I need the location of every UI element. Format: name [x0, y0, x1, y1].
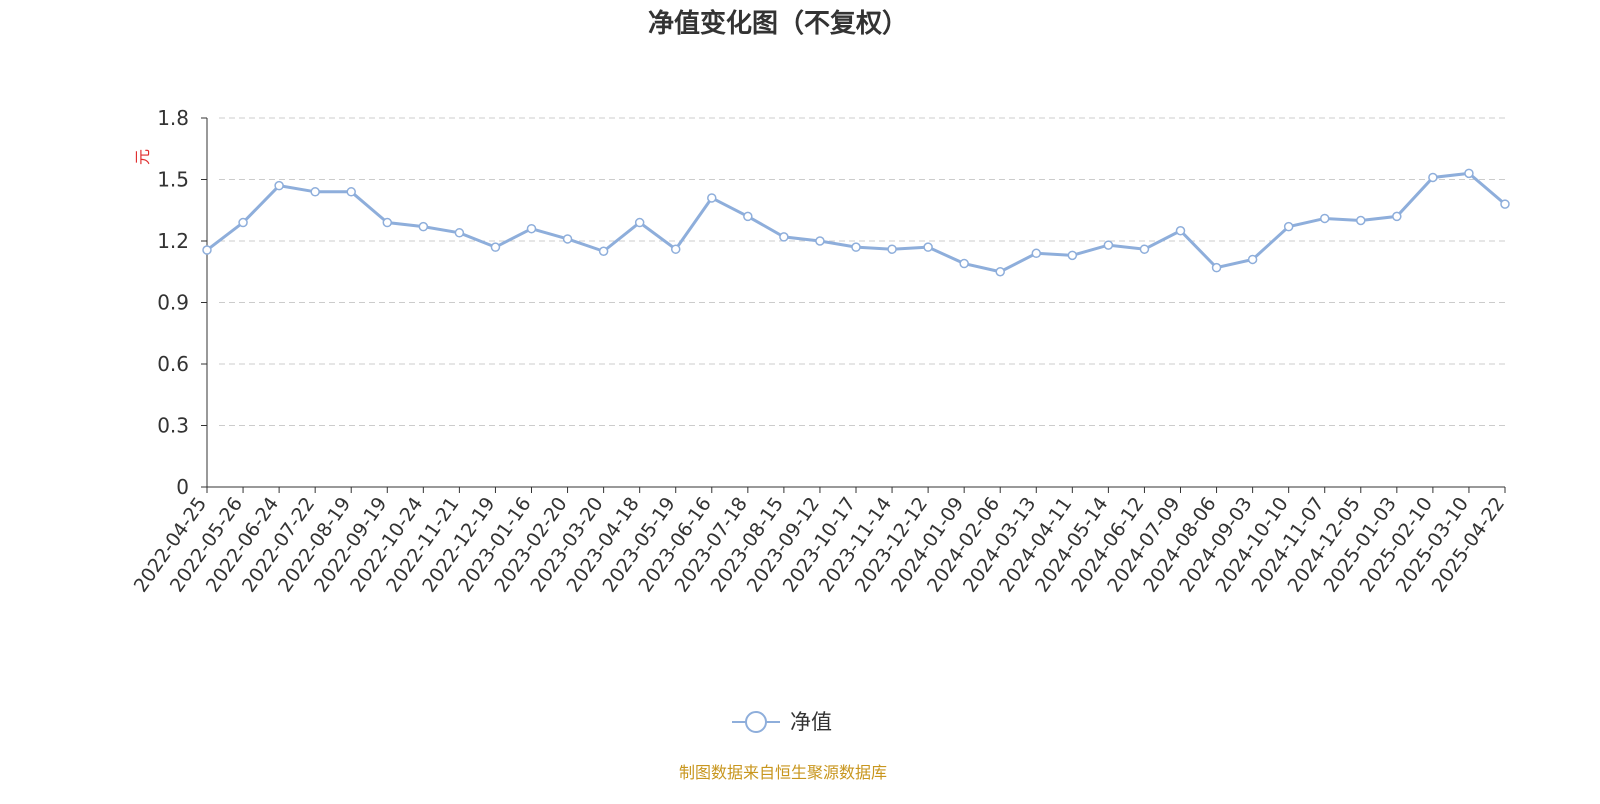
point-marker: [779, 232, 789, 242]
y-tick-label: 1.8: [157, 106, 189, 130]
point-marker: [346, 187, 356, 197]
point-marker: [815, 236, 825, 246]
legend-label: 净值: [790, 710, 832, 734]
series-line: [206, 171, 1506, 274]
point-marker: [634, 217, 645, 228]
point-marker: [1175, 226, 1186, 236]
point-marker: [959, 258, 969, 269]
point-marker: [1211, 262, 1222, 273]
point-marker: [238, 217, 248, 228]
point-marker: [202, 245, 212, 255]
point-marker: [274, 180, 284, 191]
point-marker: [743, 211, 753, 222]
point-marker: [1319, 213, 1330, 224]
point-marker: [1500, 199, 1510, 209]
point-marker: [1392, 211, 1402, 222]
source-note: 制图数据来自恒生聚源数据库: [679, 763, 887, 782]
point-marker: [1031, 248, 1042, 259]
point-marker: [707, 193, 717, 203]
point-marker: [1428, 172, 1438, 183]
chart-title: 净值变化图（不复权）: [648, 8, 908, 39]
point-marker: [1139, 244, 1150, 254]
point-marker: [526, 223, 537, 234]
y-tick-label: 0.6: [157, 352, 189, 376]
point-marker: [562, 234, 573, 244]
point-marker: [851, 242, 861, 252]
point-marker: [923, 242, 933, 252]
y-tick-label: 0.9: [157, 291, 189, 315]
point-marker: [598, 246, 609, 256]
y-tick-label: 0.3: [157, 414, 189, 438]
point-marker: [1103, 240, 1114, 250]
y-axis-label: 元: [133, 149, 152, 165]
y-tick-label: 1.2: [157, 229, 189, 253]
point-marker: [1067, 250, 1078, 261]
legend-marker: [745, 711, 767, 733]
point-marker: [454, 228, 465, 238]
y-tick-label: 1.5: [157, 168, 189, 192]
point-marker: [1356, 215, 1366, 226]
point-marker: [670, 244, 681, 254]
point-marker: [490, 242, 501, 252]
y-tick-label: 0: [176, 475, 189, 499]
point-marker: [418, 221, 429, 232]
point-marker: [1283, 221, 1294, 232]
point-marker: [382, 217, 393, 228]
point-marker: [1247, 254, 1258, 265]
point-marker: [887, 244, 897, 254]
point-marker: [995, 267, 1005, 277]
point-marker: [310, 187, 320, 197]
point-marker: [1464, 168, 1474, 179]
